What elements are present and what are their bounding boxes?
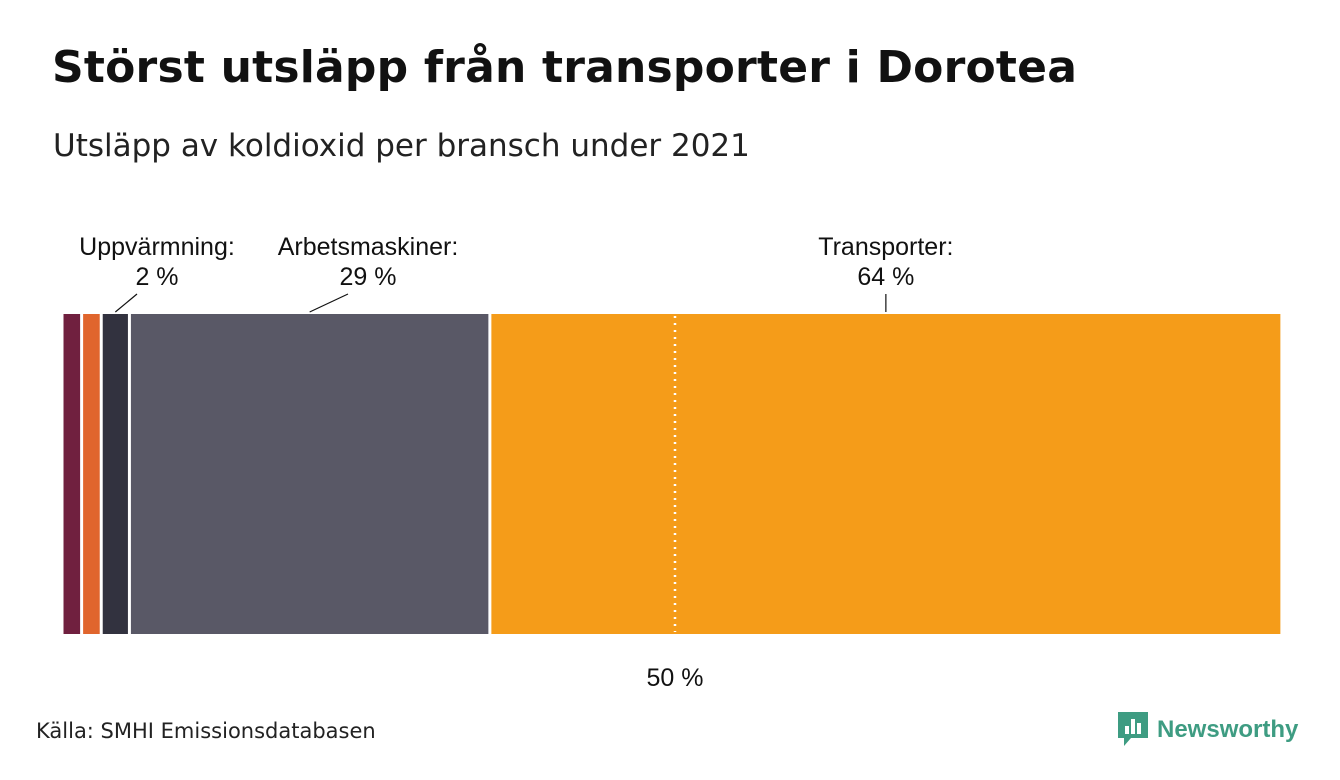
reference-line-label: 50 % — [647, 664, 704, 692]
label-value-arbetsmaskiner: 29 % — [340, 263, 397, 291]
label-leader-arbetsmaskiner — [309, 293, 349, 313]
chart-title: Störst utsläpp från transporter i Dorote… — [52, 42, 1078, 93]
bar-segment-transporter — [491, 314, 1281, 634]
stacked-bar-chart: 50 % Uppvärmning:2 % Arbetsmaskiner:29 % Tr… — [63, 233, 1281, 692]
bar-segment-segment-2 — [83, 314, 100, 634]
newsworthy-logo-icon — [1118, 712, 1148, 746]
bar-segment-uppv-rmning — [102, 314, 128, 634]
label-name-transporter: Transporter: — [818, 233, 953, 261]
label-value-uppv-rmning: 2 % — [135, 263, 178, 291]
brand-name: Newsworthy — [1157, 716, 1299, 743]
bar-segment-arbetsmaskiner — [130, 314, 489, 634]
label-value-transporter: 64 % — [857, 263, 914, 291]
label-leader-uppv-rmning — [114, 293, 138, 313]
source-note: Källa: SMHI Emissionsdatabasen — [36, 719, 376, 743]
chart-subtitle: Utsläpp av koldioxid per bransch under 2… — [53, 128, 750, 164]
bar-segment-segment-1 — [63, 314, 81, 634]
label-name-arbetsmaskiner: Arbetsmaskiner: — [278, 233, 459, 261]
brand-logo: Newsworthy — [1118, 712, 1298, 748]
label-name-uppv-rmning: Uppvärmning: — [79, 233, 235, 261]
